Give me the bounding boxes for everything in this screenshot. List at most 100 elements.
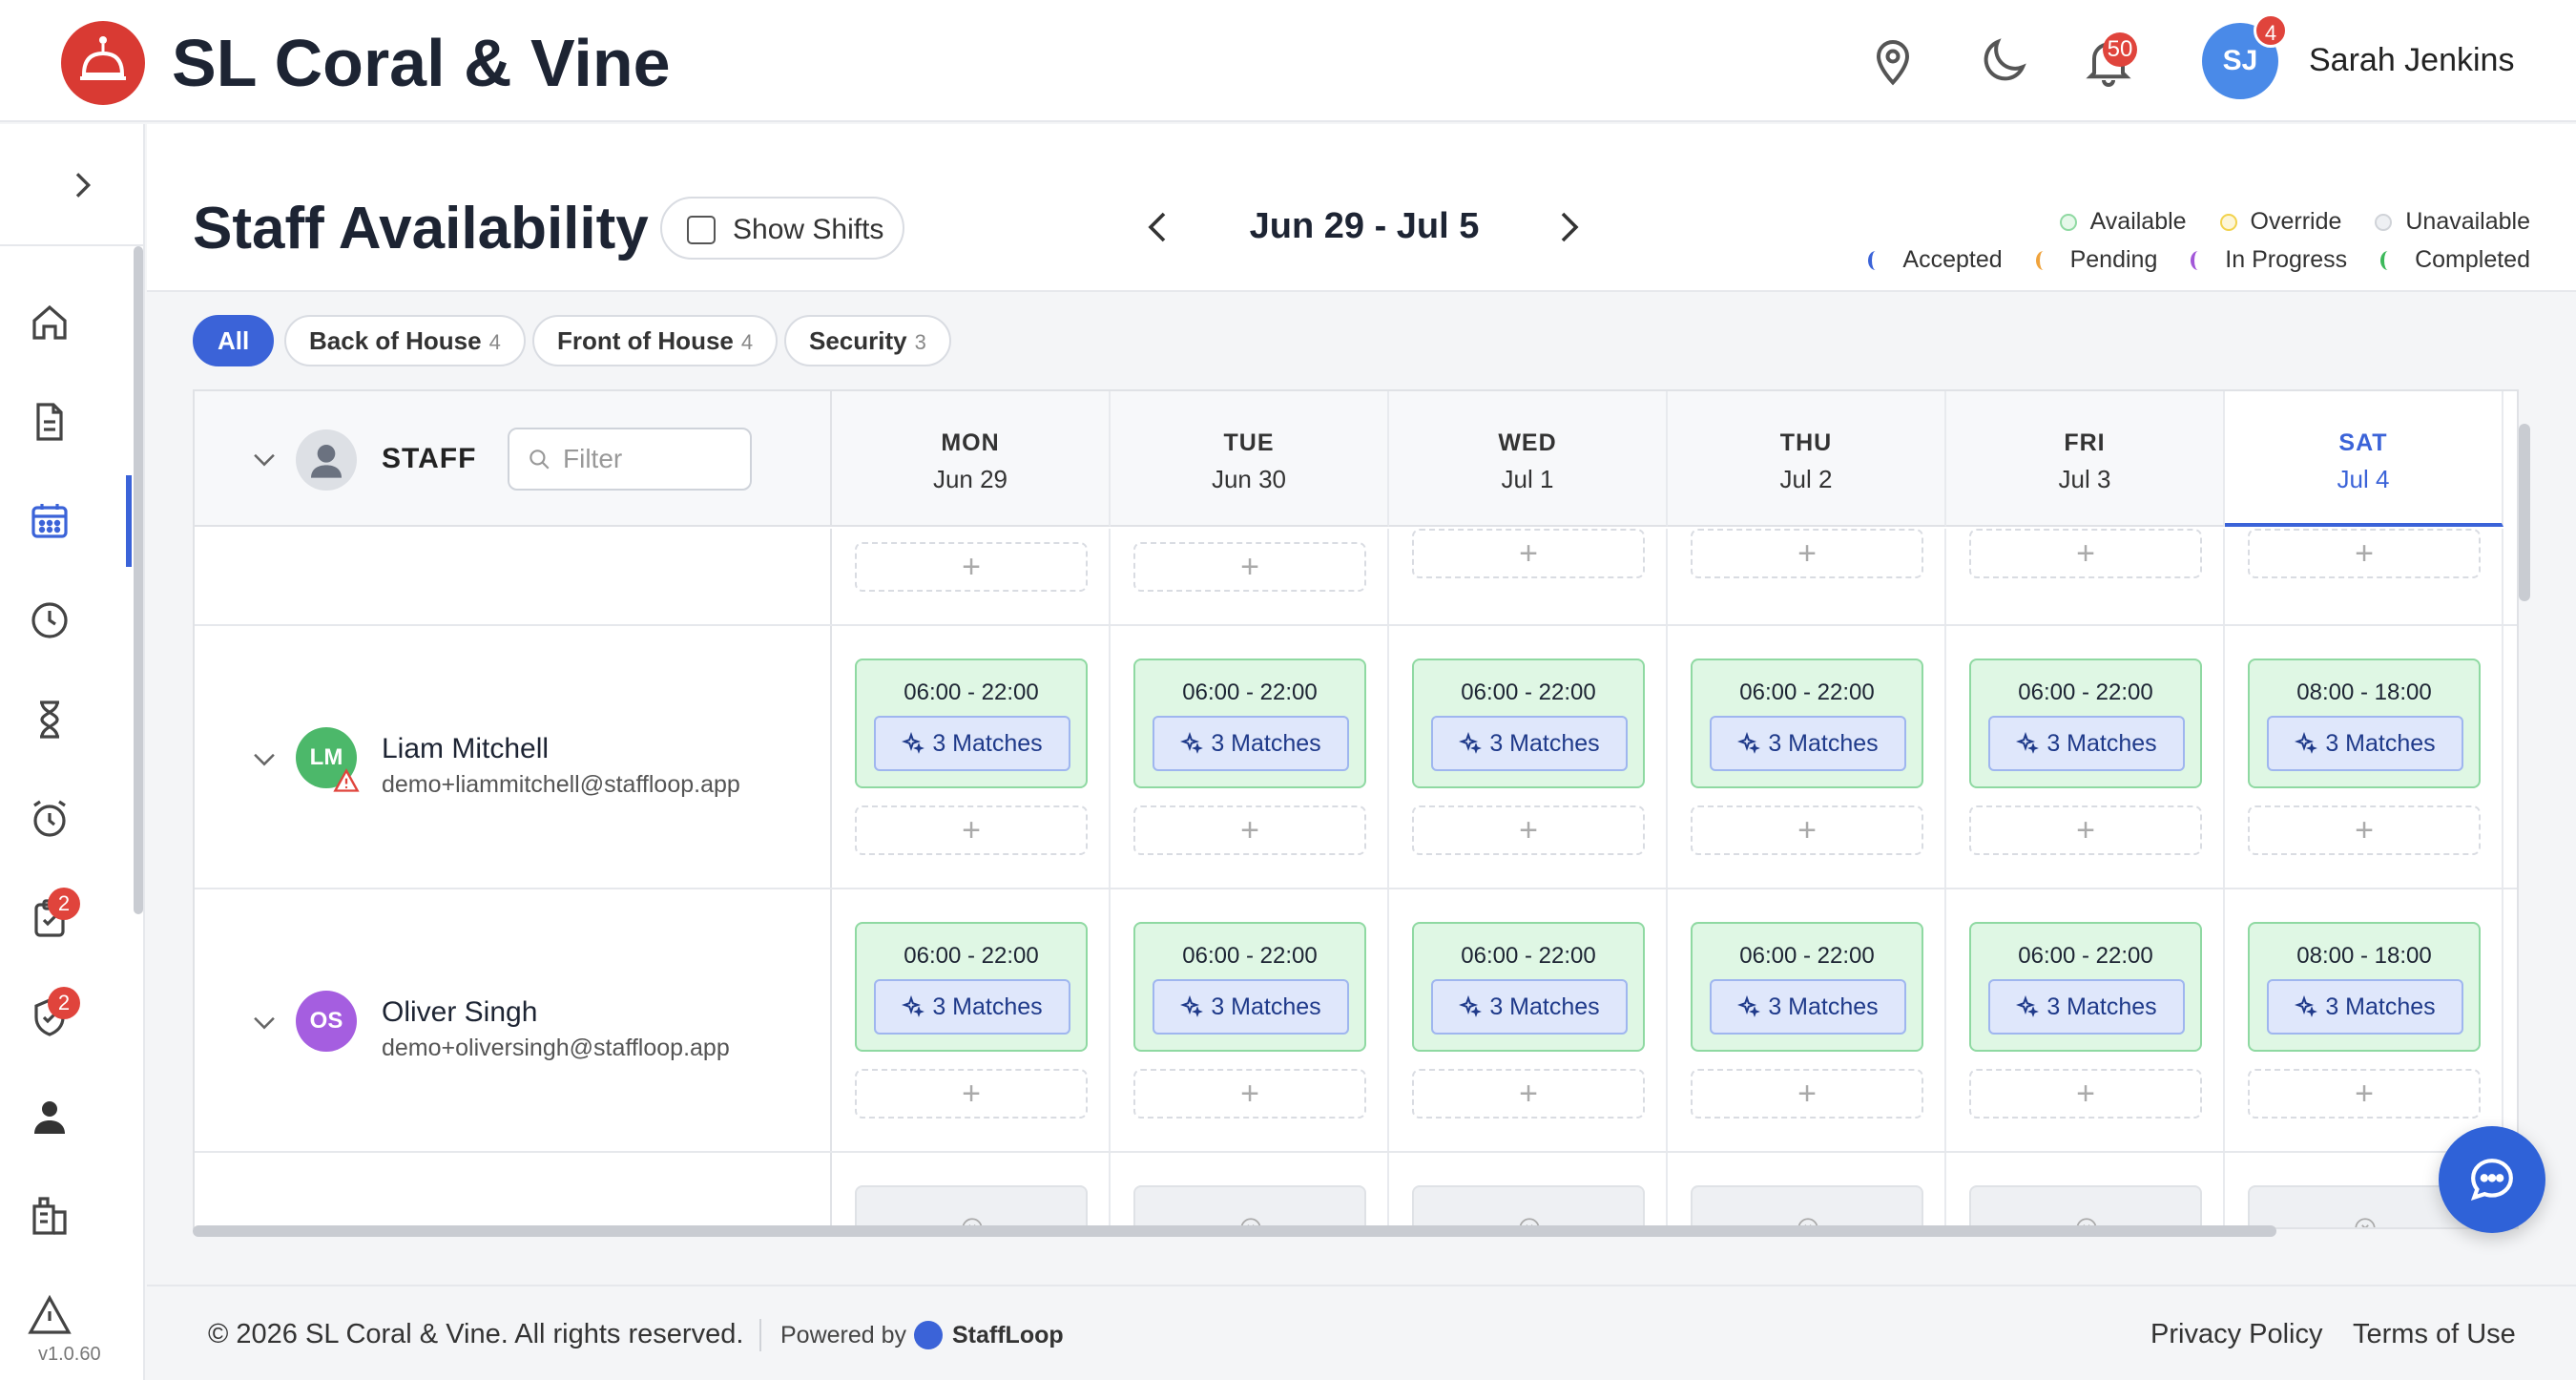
availability-block[interactable]: 06:00 - 22:00 3 Matches xyxy=(1969,922,2202,1052)
show-shifts-toggle[interactable]: Show Shifts xyxy=(660,197,904,260)
unavailable-block[interactable] xyxy=(855,1185,1088,1227)
staff-placeholder-avatar xyxy=(296,429,357,491)
show-shifts-label[interactable]: Show Shifts xyxy=(733,214,884,245)
add-availability-button[interactable]: + xyxy=(1691,1069,1923,1119)
day-header-thu[interactable]: THU Jul 2 xyxy=(1668,391,1946,527)
availability-block[interactable]: 06:00 - 22:00 3 Matches xyxy=(1133,922,1366,1052)
matches-button[interactable]: 3 Matches xyxy=(1153,716,1349,771)
override-dot-icon xyxy=(2219,214,2237,231)
warning-icon[interactable] xyxy=(27,1292,73,1338)
horizontal-scrollbar[interactable] xyxy=(193,1225,2276,1237)
staff-name[interactable]: Liam Mitchell xyxy=(382,733,550,764)
add-availability-button[interactable]: + xyxy=(1412,1069,1645,1119)
chat-button[interactable] xyxy=(2439,1126,2545,1233)
sidebar-scrollbar[interactable] xyxy=(134,246,143,914)
matches-button[interactable]: 3 Matches xyxy=(2267,979,2463,1035)
privacy-policy-link[interactable]: Privacy Policy xyxy=(2150,1319,2323,1349)
availability-block[interactable]: 06:00 - 22:00 3 Matches xyxy=(1969,659,2202,788)
availability-block[interactable]: 06:00 - 22:00 3 Matches xyxy=(1412,922,1645,1052)
filter-chip-front-of-house[interactable]: Front of House 4 xyxy=(532,315,779,366)
location-pin-icon[interactable] xyxy=(1864,32,1922,90)
legend-pending: Pending xyxy=(2035,246,2157,274)
document-icon[interactable] xyxy=(27,399,73,445)
matches-button[interactable]: 3 Matches xyxy=(1988,716,2185,771)
add-availability-button[interactable]: + xyxy=(1412,805,1645,855)
powered-by-brand[interactable]: StaffLoop xyxy=(952,1322,1064,1349)
add-availability-button[interactable]: + xyxy=(1691,805,1923,855)
availability-block[interactable]: 06:00 - 22:00 3 Matches xyxy=(1133,659,1366,788)
add-availability-button[interactable]: + xyxy=(1969,1069,2202,1119)
chevron-down-icon[interactable] xyxy=(248,1006,280,1038)
add-availability-button[interactable]: + xyxy=(1133,542,1366,592)
matches-button[interactable]: 3 Matches xyxy=(1710,716,1906,771)
building-icon[interactable] xyxy=(27,1193,73,1239)
matches-button[interactable]: 3 Matches xyxy=(874,716,1070,771)
terms-of-use-link[interactable]: Terms of Use xyxy=(2353,1319,2516,1349)
user-icon[interactable] xyxy=(27,1094,73,1140)
clock-icon[interactable] xyxy=(27,597,73,643)
filter-chip-security[interactable]: Security 3 xyxy=(784,315,951,366)
add-availability-button[interactable]: + xyxy=(855,805,1088,855)
home-icon[interactable] xyxy=(27,300,73,345)
legend-in-progress: In Progress xyxy=(2191,246,2347,274)
day-header-tue[interactable]: TUE Jun 30 xyxy=(1111,391,1389,527)
calendar-icon[interactable] xyxy=(27,498,73,544)
filter-chip-back-of-house[interactable]: Back of House 4 xyxy=(284,315,526,366)
unavailable-block[interactable] xyxy=(1969,1185,2202,1227)
matches-button[interactable]: 3 Matches xyxy=(2267,716,2463,771)
day-cell: 06:00 - 22:00 3 Matches + xyxy=(1946,626,2225,888)
day-header-sat[interactable]: SAT Jul 4 xyxy=(2225,391,2503,527)
vertical-scrollbar[interactable] xyxy=(2519,424,2530,601)
unavailable-block[interactable] xyxy=(1691,1185,1923,1227)
chevron-left-icon[interactable] xyxy=(1135,204,1181,250)
show-shifts-checkbox[interactable] xyxy=(687,216,716,244)
add-availability-button[interactable]: + xyxy=(855,542,1088,592)
add-availability-button[interactable]: + xyxy=(2248,1069,2481,1119)
add-availability-button[interactable]: + xyxy=(1969,529,2202,578)
day-header-mon[interactable]: MON Jun 29 xyxy=(832,391,1111,527)
day-header-fri[interactable]: FRI Jul 3 xyxy=(1946,391,2225,527)
availability-block[interactable]: 06:00 - 22:00 3 Matches xyxy=(1691,659,1923,788)
availability-block[interactable]: 06:00 - 22:00 3 Matches xyxy=(855,659,1088,788)
availability-block[interactable]: 06:00 - 22:00 3 Matches xyxy=(1412,659,1645,788)
availability-block[interactable]: 06:00 - 22:00 3 Matches xyxy=(1691,922,1923,1052)
availability-block[interactable]: 06:00 - 22:00 3 Matches xyxy=(855,922,1088,1052)
moon-icon[interactable] xyxy=(1975,32,2032,90)
shield-check-icon[interactable] xyxy=(27,994,73,1040)
alarm-icon[interactable] xyxy=(27,796,73,842)
availability-block[interactable]: 08:00 - 18:00 3 Matches xyxy=(2248,659,2481,788)
hourglass-icon[interactable] xyxy=(27,697,73,742)
matches-button[interactable]: 3 Matches xyxy=(1988,979,2185,1035)
chevron-down-icon[interactable] xyxy=(248,443,280,475)
matches-button[interactable]: 3 Matches xyxy=(1153,979,1349,1035)
matches-button[interactable]: 3 Matches xyxy=(874,979,1070,1035)
add-availability-button[interactable]: + xyxy=(1412,529,1645,578)
unavailable-block[interactable] xyxy=(1412,1185,1645,1227)
add-availability-button[interactable]: + xyxy=(1969,805,2202,855)
add-availability-button[interactable]: + xyxy=(1133,1069,1366,1119)
avatar[interactable]: OS xyxy=(296,991,357,1052)
user-name[interactable]: Sarah Jenkins xyxy=(2309,42,2515,78)
chevron-right-icon[interactable] xyxy=(1546,204,1591,250)
unavailable-block[interactable] xyxy=(1133,1185,1366,1227)
availability-block[interactable]: 08:00 - 18:00 3 Matches xyxy=(2248,922,2481,1052)
add-availability-button[interactable]: + xyxy=(2248,529,2481,578)
staff-filter-input[interactable] xyxy=(508,428,752,491)
staff-email: demo+oliversingh@staffloop.app xyxy=(382,1035,730,1061)
staff-name[interactable]: Oliver Singh xyxy=(382,996,538,1028)
chevron-down-icon[interactable] xyxy=(248,742,280,775)
add-availability-button[interactable]: + xyxy=(1691,529,1923,578)
day-header-wed[interactable]: WED Jul 1 xyxy=(1389,391,1668,527)
sparkle-icon xyxy=(1737,731,1761,754)
add-availability-button[interactable]: + xyxy=(2248,805,2481,855)
add-availability-button[interactable]: + xyxy=(1133,805,1366,855)
brand-logo[interactable] xyxy=(61,21,145,105)
avatar[interactable]: LM xyxy=(296,727,357,788)
chevron-right-icon[interactable] xyxy=(63,166,101,204)
matches-button[interactable]: 3 Matches xyxy=(1431,979,1628,1035)
filter-chip-all[interactable]: All xyxy=(193,315,275,366)
matches-button[interactable]: 3 Matches xyxy=(1431,716,1628,771)
add-availability-button[interactable]: + xyxy=(855,1069,1088,1119)
available-dot-icon xyxy=(2059,214,2077,231)
matches-button[interactable]: 3 Matches xyxy=(1710,979,1906,1035)
